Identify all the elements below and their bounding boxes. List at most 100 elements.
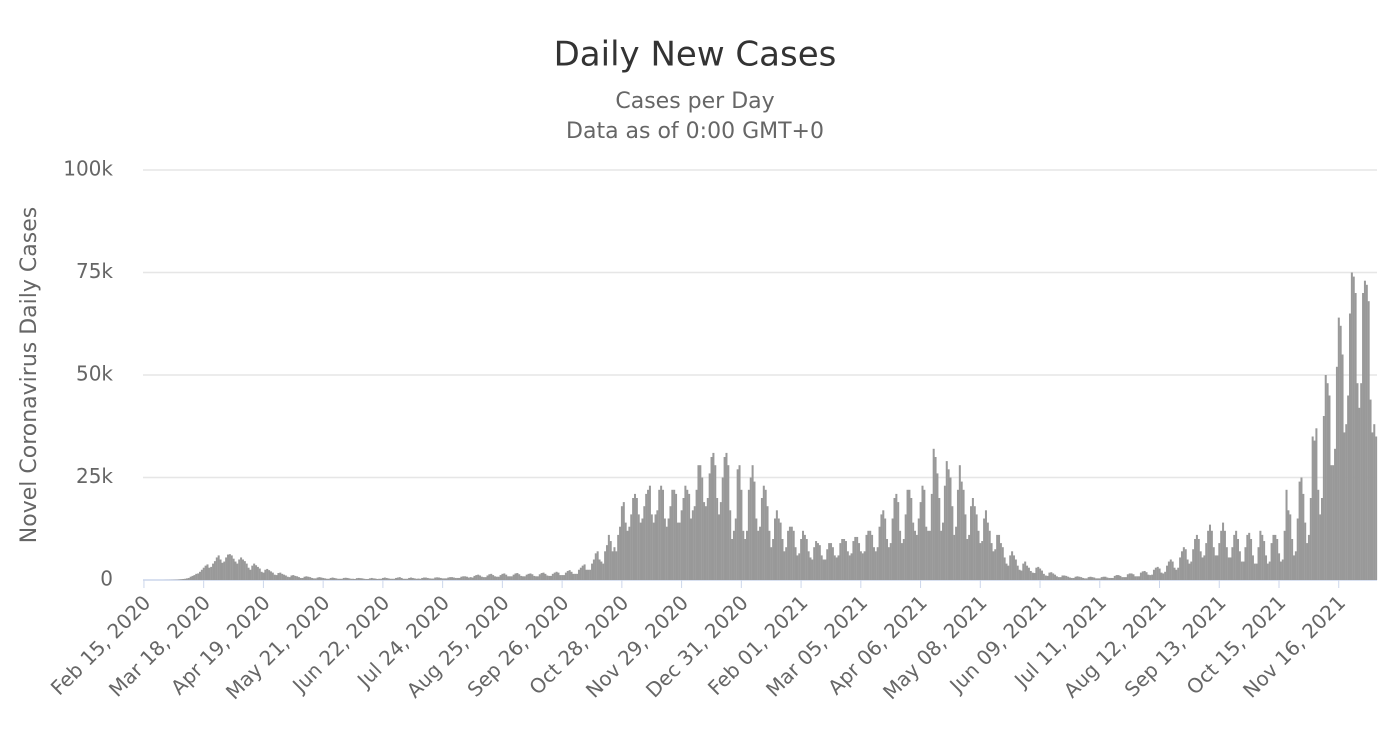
bar <box>675 493 678 580</box>
bar <box>212 563 215 580</box>
bar <box>236 563 239 580</box>
bar <box>206 564 209 580</box>
bar <box>1300 477 1303 580</box>
bar <box>1229 557 1232 580</box>
bar <box>1332 465 1335 580</box>
bar <box>421 577 424 580</box>
bar <box>970 506 973 580</box>
bar <box>297 577 300 580</box>
bar <box>1292 555 1296 580</box>
bar <box>1186 559 1189 580</box>
bar <box>749 477 752 580</box>
bar <box>1067 576 1070 580</box>
bar <box>988 530 991 580</box>
bar <box>680 510 683 580</box>
bar <box>1012 555 1015 580</box>
bar <box>395 577 398 580</box>
bar <box>1156 566 1159 580</box>
bar <box>602 563 605 580</box>
bar <box>768 530 771 580</box>
bar <box>1235 530 1238 580</box>
bar <box>850 553 853 580</box>
bar <box>585 569 588 580</box>
bar <box>1050 572 1053 580</box>
bar <box>296 576 299 580</box>
bar <box>1313 440 1316 580</box>
bar <box>777 518 780 580</box>
bar <box>723 457 726 580</box>
bar <box>975 514 978 580</box>
bar <box>910 498 913 580</box>
bar <box>897 502 900 580</box>
bar <box>512 574 515 580</box>
bar <box>740 489 743 580</box>
bar <box>182 578 185 580</box>
bar <box>1007 565 1010 580</box>
bar <box>1055 576 1058 580</box>
bar <box>1124 577 1127 580</box>
bar <box>1068 577 1071 580</box>
bar <box>960 481 963 580</box>
bar <box>465 576 468 580</box>
bar <box>288 577 291 580</box>
bar <box>325 578 328 580</box>
bar <box>193 575 196 580</box>
bar <box>521 576 524 580</box>
bar <box>199 571 202 580</box>
bar <box>258 568 261 580</box>
bar <box>249 569 252 580</box>
bar <box>856 536 859 580</box>
bar <box>406 578 409 580</box>
bar <box>785 547 788 580</box>
bar <box>1091 577 1094 580</box>
bar <box>1113 575 1116 580</box>
bar <box>1261 534 1264 580</box>
bar <box>818 545 821 580</box>
bar <box>925 526 928 580</box>
bar <box>389 578 392 580</box>
bar <box>1188 563 1191 580</box>
chart-subtitle: Cases per Day <box>615 89 774 114</box>
bar <box>391 578 394 580</box>
bar <box>1233 534 1236 580</box>
bar <box>815 541 818 580</box>
bar <box>947 469 950 580</box>
bar <box>1104 576 1107 580</box>
bar <box>753 481 756 580</box>
bar <box>986 522 989 580</box>
bar <box>1003 557 1006 580</box>
bar <box>919 502 922 580</box>
bar <box>676 522 679 580</box>
bar <box>1162 573 1165 580</box>
bar <box>191 575 194 580</box>
bar <box>1369 399 1372 580</box>
bar <box>275 575 278 580</box>
bar <box>1100 577 1103 580</box>
bar <box>641 518 644 580</box>
bar <box>241 559 244 580</box>
bar <box>665 526 668 580</box>
bar <box>673 489 676 580</box>
bar <box>1291 539 1294 580</box>
bar <box>872 547 875 580</box>
bar <box>204 565 207 580</box>
bar <box>943 485 946 580</box>
bar <box>704 506 707 580</box>
bar <box>311 577 314 580</box>
bar <box>953 534 956 580</box>
bar <box>1173 567 1176 580</box>
bar <box>591 563 594 580</box>
bar <box>589 569 592 580</box>
bar <box>230 555 233 580</box>
bar <box>1337 317 1340 580</box>
bar <box>732 530 735 580</box>
bar <box>617 534 620 580</box>
bar <box>572 573 575 580</box>
bar <box>876 547 879 580</box>
bar <box>1287 510 1290 580</box>
bar <box>1085 578 1088 580</box>
bar <box>251 565 254 580</box>
bar <box>867 530 870 580</box>
bar <box>501 573 504 580</box>
bar <box>178 579 181 580</box>
